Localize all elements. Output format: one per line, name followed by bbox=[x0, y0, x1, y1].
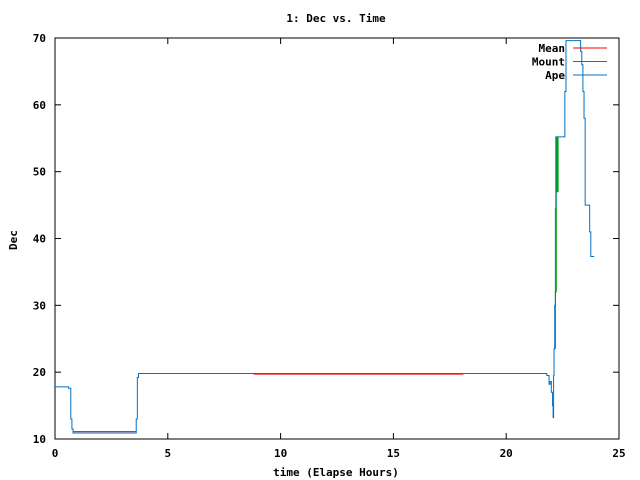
legend-label-ape: Ape bbox=[545, 69, 565, 82]
legend-label-mount: Mount bbox=[532, 56, 565, 69]
x-tick-label: 10 bbox=[274, 447, 287, 460]
x-tick-label: 25 bbox=[612, 447, 625, 460]
y-tick-label: 50 bbox=[33, 166, 46, 179]
chart-title: 1: Dec vs. Time bbox=[286, 12, 386, 25]
y-tick-label: 20 bbox=[33, 366, 46, 379]
plot-frame bbox=[54, 37, 620, 440]
series-line-ape bbox=[55, 40, 595, 434]
series-mean bbox=[73, 373, 464, 433]
x-axis-label: time (Elapse Hours) bbox=[273, 466, 399, 479]
x-tick-label: 15 bbox=[387, 447, 400, 460]
legend-label-mean: Mean bbox=[539, 42, 566, 55]
plot-area: 0 5 10 15 20 25 10 20 30 40 50 60 70 bbox=[33, 32, 626, 460]
axis-ticks: 0 5 10 15 20 25 10 20 30 40 50 60 70 bbox=[33, 32, 626, 460]
y-tick-label: 70 bbox=[33, 32, 46, 45]
y-tick-label: 40 bbox=[33, 233, 46, 246]
y-tick-label: 30 bbox=[33, 299, 46, 312]
y-tick-label: 60 bbox=[33, 99, 46, 112]
x-tick-label: 0 bbox=[52, 447, 59, 460]
y-tick-label: 10 bbox=[33, 433, 46, 446]
series-ape bbox=[55, 40, 595, 434]
y-axis-label: Dec bbox=[7, 230, 20, 250]
x-tick-label: 20 bbox=[500, 447, 513, 460]
series-layer bbox=[55, 40, 595, 434]
x-tick-label: 5 bbox=[164, 447, 171, 460]
